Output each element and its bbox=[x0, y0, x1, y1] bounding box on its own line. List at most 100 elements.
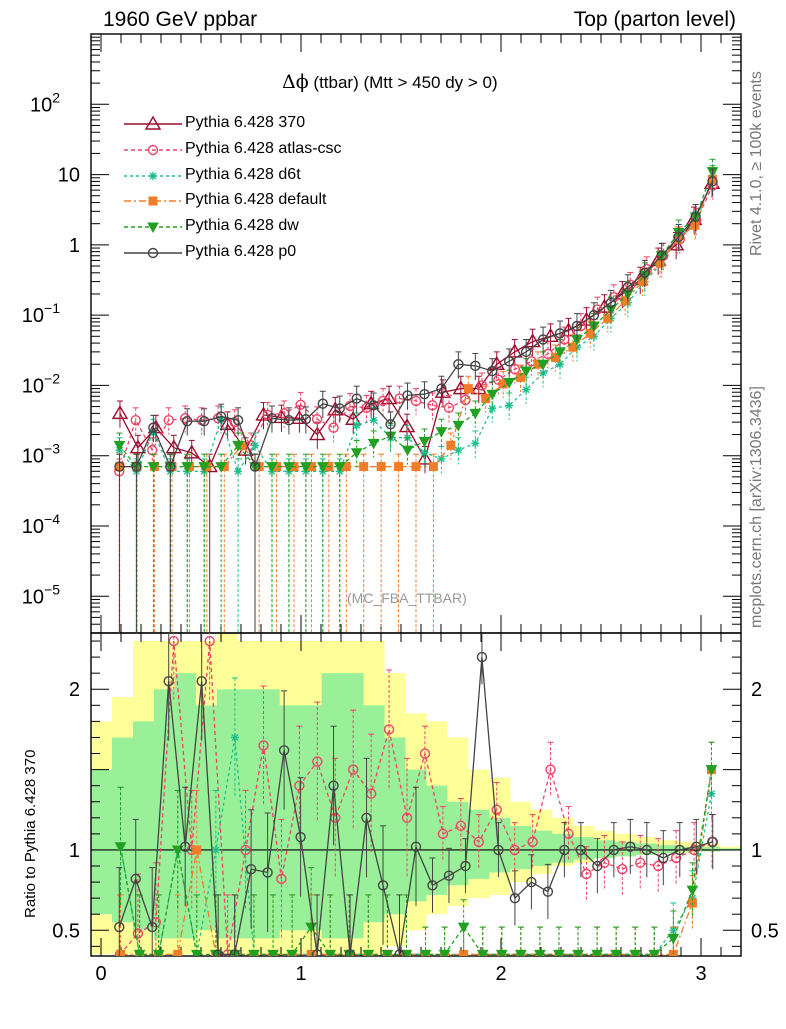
data-point bbox=[328, 422, 339, 433]
ratio-y-tick-label-right: 1 bbox=[751, 840, 762, 862]
ratio-point bbox=[163, 676, 174, 687]
data-point bbox=[300, 414, 312, 425]
legend-marker bbox=[148, 196, 158, 206]
legend-label: Pythia 6.428 370 bbox=[185, 114, 306, 131]
ratio-point bbox=[629, 949, 642, 956]
ratio-point bbox=[133, 949, 146, 956]
data-point bbox=[198, 462, 211, 473]
main-series-group bbox=[111, 158, 721, 633]
data-point bbox=[359, 462, 369, 472]
ratio-y-tick-label: 0.5 bbox=[52, 920, 80, 942]
header-process: Top (parton level) bbox=[573, 8, 736, 31]
ratio-point bbox=[344, 949, 356, 956]
series-line bbox=[118, 177, 714, 473]
data-point bbox=[215, 462, 227, 473]
ratio-point bbox=[460, 860, 471, 872]
data-point bbox=[114, 461, 125, 472]
ratio-point bbox=[514, 949, 527, 956]
legend-sample bbox=[124, 196, 182, 206]
data-point bbox=[452, 420, 465, 432]
data-point bbox=[470, 380, 488, 395]
main-y-tick-label: 1 bbox=[69, 235, 80, 257]
plot-title: Δϕ (ttbar) (Mtt > 450 dy > 0) bbox=[282, 71, 498, 93]
data-point bbox=[435, 427, 448, 438]
ratio-point bbox=[348, 764, 359, 775]
data-point bbox=[251, 441, 260, 450]
data-point bbox=[266, 462, 278, 473]
ratio-point bbox=[707, 836, 718, 848]
data-point-stroke bbox=[353, 421, 361, 429]
main-y-tick-label: 10−4 bbox=[22, 511, 60, 538]
main-y-tick-exponent: −1 bbox=[44, 300, 60, 316]
ratio-point bbox=[427, 880, 438, 891]
ratio-point bbox=[295, 831, 306, 843]
data-point bbox=[585, 328, 595, 338]
data-point bbox=[427, 400, 438, 411]
data-point bbox=[376, 462, 386, 472]
legend-marker bbox=[147, 247, 159, 259]
main-y-tick-exponent: −3 bbox=[44, 441, 60, 457]
ratio-point bbox=[152, 949, 165, 956]
data-point bbox=[690, 220, 700, 230]
data-point bbox=[249, 461, 261, 472]
legend-sample bbox=[124, 144, 182, 155]
data-point bbox=[232, 440, 244, 452]
data-point bbox=[605, 297, 617, 308]
main-y-tick-base: 10 bbox=[22, 446, 44, 468]
data-point bbox=[317, 398, 329, 409]
main-y-tick-label: 10−3 bbox=[22, 441, 60, 468]
ratio-point bbox=[559, 844, 570, 856]
ratio-point bbox=[457, 922, 470, 934]
legend-marker bbox=[149, 171, 157, 180]
data-point bbox=[673, 231, 684, 243]
ratio-point bbox=[674, 844, 685, 856]
data-point bbox=[163, 414, 174, 426]
main-y-tick-base: 1 bbox=[69, 235, 80, 257]
ratio-point bbox=[192, 845, 202, 855]
data-point bbox=[505, 401, 514, 410]
legend-marker-stroke bbox=[149, 172, 157, 180]
main-y-tick-base: 10 bbox=[30, 94, 52, 116]
ratio-point bbox=[294, 780, 305, 791]
data-point bbox=[394, 462, 404, 472]
data-point bbox=[625, 279, 636, 291]
ratio-point bbox=[267, 949, 279, 956]
ratio-point bbox=[362, 949, 375, 956]
ratio-point bbox=[592, 860, 603, 872]
ratio-point bbox=[545, 764, 556, 775]
data-point bbox=[418, 436, 431, 448]
data-point-stroke bbox=[505, 401, 513, 409]
legend-sample bbox=[124, 247, 182, 259]
data-point bbox=[410, 395, 422, 407]
data-point-stroke bbox=[420, 449, 428, 457]
data-point bbox=[401, 445, 414, 457]
data-point bbox=[368, 400, 379, 411]
data-point bbox=[603, 313, 613, 323]
ratio-point bbox=[419, 748, 431, 759]
data-point bbox=[344, 400, 356, 412]
legend-label: Pythia 6.428 atlas-csc bbox=[185, 139, 342, 157]
data-point bbox=[311, 414, 323, 425]
main-y-tick-base: 10 bbox=[22, 586, 44, 608]
ratio-point bbox=[653, 860, 664, 872]
data-point bbox=[487, 365, 498, 377]
main-y-tick-label: 10−2 bbox=[22, 370, 60, 397]
ratio-point bbox=[509, 892, 521, 904]
data-point bbox=[291, 409, 308, 425]
ratio-point bbox=[381, 949, 394, 956]
ratio-point bbox=[509, 844, 520, 856]
ratio-point bbox=[212, 949, 224, 956]
data-point bbox=[486, 389, 499, 401]
ratio-point bbox=[312, 756, 323, 767]
ratio-point bbox=[286, 949, 298, 956]
data-point bbox=[352, 421, 361, 430]
data-point bbox=[113, 440, 126, 452]
ratio-point bbox=[476, 651, 488, 663]
data-point-stroke bbox=[454, 446, 462, 454]
ratio-point bbox=[635, 857, 646, 868]
data-point bbox=[503, 356, 515, 367]
ratio-point bbox=[204, 635, 215, 647]
data-point bbox=[181, 462, 194, 473]
